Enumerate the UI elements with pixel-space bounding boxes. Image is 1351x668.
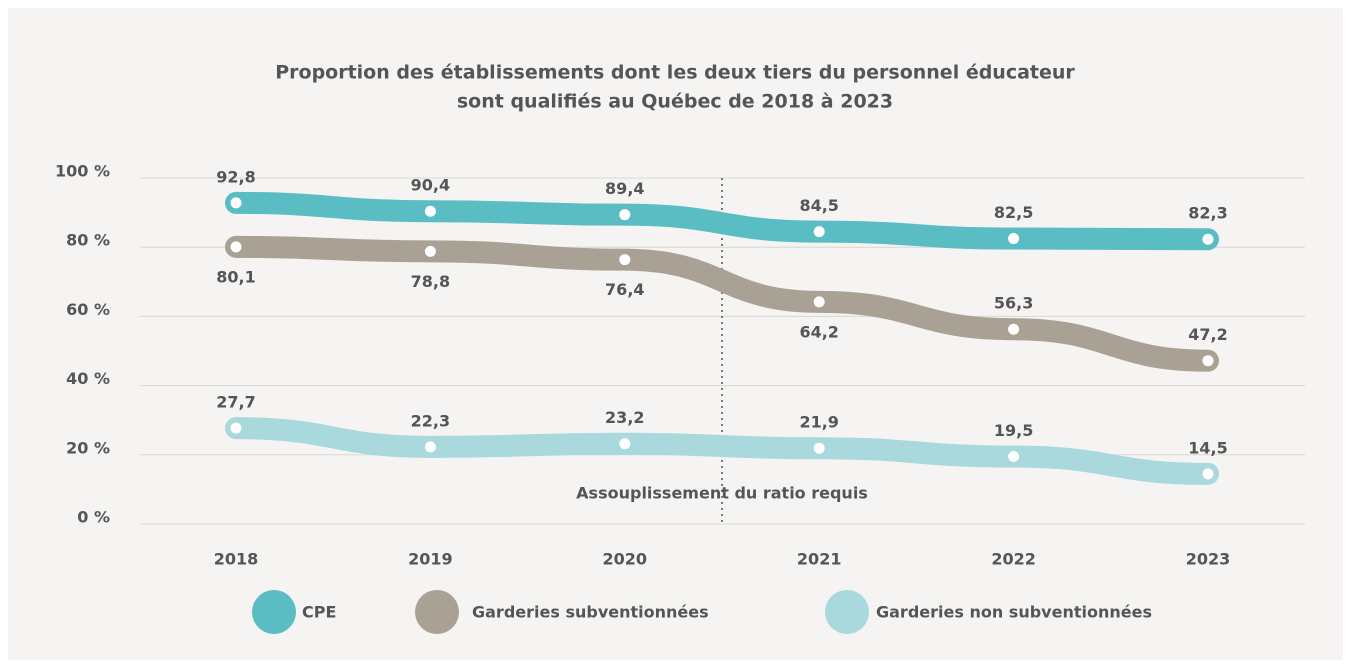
data-point: [1008, 451, 1020, 463]
data-point: [424, 205, 436, 217]
data-point: [1202, 233, 1214, 245]
x-tick-label: 2019: [408, 550, 453, 569]
data-label: 27,7: [216, 393, 255, 412]
y-tick-label: 80 %: [66, 231, 110, 250]
data-label: 89,4: [605, 179, 644, 198]
data-point: [619, 438, 631, 450]
data-point: [230, 197, 242, 209]
x-tick-label: 2021: [797, 550, 842, 569]
data-point: [424, 245, 436, 257]
legend-swatch: [415, 590, 459, 634]
data-label: 84,5: [799, 196, 838, 215]
data-point: [619, 254, 631, 266]
chart-background: [8, 8, 1343, 660]
data-point: [1202, 468, 1214, 480]
data-label: 78,8: [411, 272, 450, 291]
chart-title: sont qualifiés au Québec de 2018 à 2023: [457, 91, 893, 113]
data-point: [424, 441, 436, 453]
data-point: [230, 241, 242, 253]
x-tick-label: 2022: [991, 550, 1036, 569]
y-tick-label: 40 %: [66, 369, 110, 388]
legend-label: CPE: [302, 603, 336, 622]
legend-swatch: [252, 590, 296, 634]
data-label: 80,1: [216, 267, 255, 286]
data-label: 82,3: [1188, 204, 1227, 223]
data-label: 92,8: [216, 167, 255, 186]
annotation: Assouplissement du ratio requis: [576, 484, 868, 503]
data-point: [1008, 323, 1020, 335]
y-tick-label: 60 %: [66, 300, 110, 319]
series-line: [225, 235, 1219, 372]
data-label: 19,5: [994, 421, 1033, 440]
data-label: 64,2: [799, 322, 838, 341]
data-point: [1008, 233, 1020, 245]
y-tick-label: 20 %: [66, 438, 110, 457]
y-tick-label: 100 %: [55, 162, 110, 181]
data-label: 76,4: [605, 280, 644, 299]
data-point: [813, 226, 825, 238]
series-line: [225, 417, 1219, 485]
data-label: 21,9: [799, 413, 838, 432]
data-label: 14,5: [1188, 438, 1227, 457]
data-label: 82,5: [994, 203, 1033, 222]
data-label: 23,2: [605, 408, 644, 427]
x-tick-label: 2018: [214, 550, 259, 569]
data-point: [230, 422, 242, 434]
legend-label: Garderies non subventionnées: [876, 603, 1152, 622]
data-point: [619, 209, 631, 221]
data-point: [813, 296, 825, 308]
legend-swatch: [825, 590, 869, 634]
data-point: [813, 442, 825, 454]
chart-title: Proportion des établissements dont les d…: [275, 62, 1075, 84]
y-tick-label: 0 %: [77, 508, 110, 527]
data-label: 47,2: [1188, 325, 1227, 344]
data-label: 90,4: [411, 176, 450, 195]
data-label: 22,3: [411, 411, 450, 430]
legend-label: Garderies subventionnées: [472, 603, 709, 622]
data-point: [1202, 355, 1214, 367]
data-label: 56,3: [994, 294, 1033, 313]
series-line: [225, 191, 1219, 251]
x-tick-label: 2023: [1186, 550, 1231, 569]
x-tick-label: 2020: [603, 550, 648, 569]
